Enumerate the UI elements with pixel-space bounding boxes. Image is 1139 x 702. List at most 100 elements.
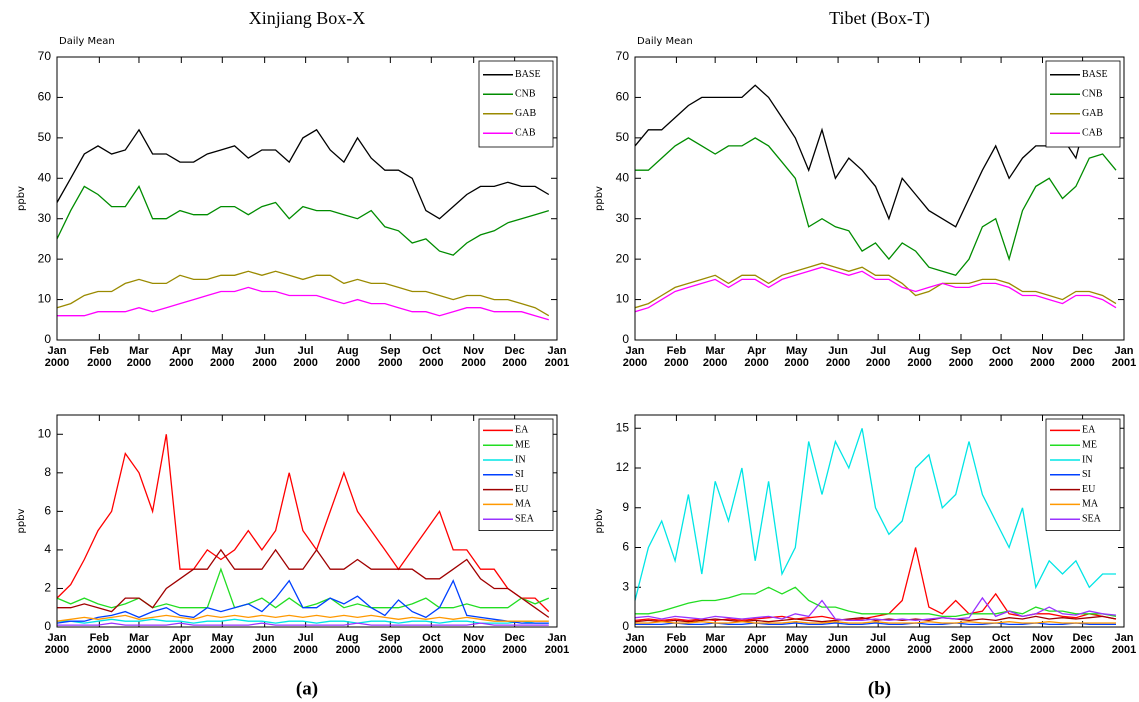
y-tick-label: 20: [38, 251, 52, 265]
legend-label: ME: [1082, 439, 1097, 450]
x-tick-label: Aug 2000: [907, 345, 932, 369]
x-tick-label: Dec 2000: [1070, 345, 1095, 369]
legend-label: MA: [1082, 499, 1099, 510]
y-axis-label: ppbv: [16, 186, 27, 211]
y-tick-label: 9: [622, 500, 629, 514]
y-tick-label: 70: [616, 49, 630, 63]
y-tick-label: 50: [38, 130, 52, 144]
series-line: [635, 137, 1117, 277]
x-tick-label: Nov 2000: [461, 345, 486, 369]
x-tick-label: Aug 2000: [335, 345, 361, 369]
y-tick-label: 0: [44, 619, 51, 633]
x-tick-label: Nov 2000: [461, 632, 486, 656]
y-tick-label: 6: [44, 504, 51, 518]
y-tick-label: 20: [616, 251, 630, 265]
subtitle: Daily Mean: [637, 36, 693, 47]
y-tick-label: 40: [38, 170, 52, 184]
x-tick-label: May 2000: [210, 632, 235, 656]
legend-label: EU: [515, 484, 529, 495]
y-tick-label: 3: [622, 579, 629, 593]
series-line: [634, 84, 1117, 228]
x-tick-label: Apr 2000: [744, 632, 769, 656]
x-tick-label: Jun 2000: [252, 632, 277, 656]
x-tick-label: Jan 2000: [44, 345, 70, 369]
x-tick-label: Apr 2000: [744, 345, 769, 369]
legend-label: SI: [515, 469, 524, 480]
x-tick-label: Dec 2000: [502, 632, 527, 656]
x-tick-label: Sep 2000: [948, 632, 974, 656]
legend-label: EU: [1082, 484, 1096, 495]
y-tick-label: 6: [622, 540, 629, 554]
x-tick-label: Jul 2000: [865, 345, 891, 369]
x-tick-label: Jan 2001: [1111, 632, 1137, 656]
series-line: [57, 286, 549, 321]
legend-label: CAB: [515, 128, 536, 139]
chart-title: Xinjiang Box-X: [249, 8, 366, 28]
series-line: [56, 614, 549, 622]
x-tick-label: Dec 2000: [1070, 632, 1095, 656]
panel-caption: (b): [868, 678, 891, 699]
x-tick-label: Sep 2000: [378, 632, 403, 656]
legend-label: EA: [1082, 425, 1096, 436]
y-tick-label: 30: [38, 211, 52, 225]
x-tick-label: Mar 2000: [702, 345, 728, 369]
y-tick-label: 60: [38, 90, 52, 104]
legend-label: SEA: [1082, 513, 1102, 524]
x-tick-label: May 2000: [210, 345, 235, 369]
series-line: [56, 434, 550, 613]
y-tick-label: 10: [38, 292, 52, 306]
series-line: [635, 586, 1117, 618]
series-line: [56, 270, 550, 317]
series-line: [56, 185, 549, 256]
x-tick-label: Oct 2000: [988, 345, 1014, 369]
x-tick-label: Mar 2000: [126, 345, 152, 369]
x-tick-label: Mar 2000: [126, 632, 152, 656]
x-tick-label: Feb 2000: [87, 632, 112, 656]
x-tick-label: Feb 2000: [664, 345, 689, 369]
legend-label: CNB: [1082, 89, 1103, 100]
legend-label: EA: [515, 425, 529, 436]
x-tick-label: Oct 2000: [419, 345, 444, 369]
y-axis-label: ppbv: [594, 508, 605, 533]
y-axis-label: ppbv: [16, 508, 27, 533]
plot-frame: [634, 56, 1125, 341]
subtitle: Daily Mean: [59, 36, 115, 47]
x-tick-label: May 2000: [784, 345, 809, 369]
x-tick-label: Jun 2000: [825, 345, 851, 369]
x-tick-label: Sep 2000: [378, 345, 403, 369]
chart-title: Tibet (Box-T): [829, 8, 930, 29]
legend-label: ME: [515, 439, 530, 450]
y-tick-label: 30: [616, 211, 630, 225]
series-line: [634, 428, 1116, 601]
plot-frame: [56, 56, 558, 341]
y-tick-label: 10: [616, 292, 630, 306]
x-tick-label: Dec 2000: [502, 345, 527, 369]
series-line: [634, 596, 1117, 622]
x-tick-label: Oct 2000: [988, 632, 1014, 656]
legend-label: IN: [1082, 454, 1093, 465]
legend-label: BASE: [1082, 69, 1108, 80]
y-tick-label: 12: [616, 460, 630, 474]
y-tick-label: 0: [44, 332, 51, 346]
y-tick-label: 50: [616, 130, 630, 144]
y-tick-label: 60: [616, 90, 630, 104]
x-tick-label: Sep 2000: [948, 345, 974, 369]
series-line: [56, 128, 550, 220]
x-tick-label: Jul 2000: [293, 632, 318, 656]
legend-label: SI: [1082, 469, 1091, 480]
legend-label: MA: [515, 499, 532, 510]
x-tick-label: May 2000: [784, 632, 809, 656]
x-tick-label: Nov 2000: [1030, 632, 1055, 656]
x-tick-label: Feb 2000: [664, 632, 689, 656]
y-tick-label: 0: [622, 619, 629, 633]
x-tick-label: Jan 2001: [1111, 345, 1137, 369]
x-tick-label: Jun 2000: [825, 632, 851, 656]
x-tick-label: Jan 2001: [544, 632, 570, 656]
y-axis-label: ppbv: [594, 186, 605, 211]
x-tick-label: Jun 2000: [252, 345, 277, 369]
x-tick-label: Jan 2000: [622, 632, 648, 656]
x-tick-label: Aug 2000: [907, 632, 932, 656]
y-tick-label: 4: [44, 542, 51, 556]
